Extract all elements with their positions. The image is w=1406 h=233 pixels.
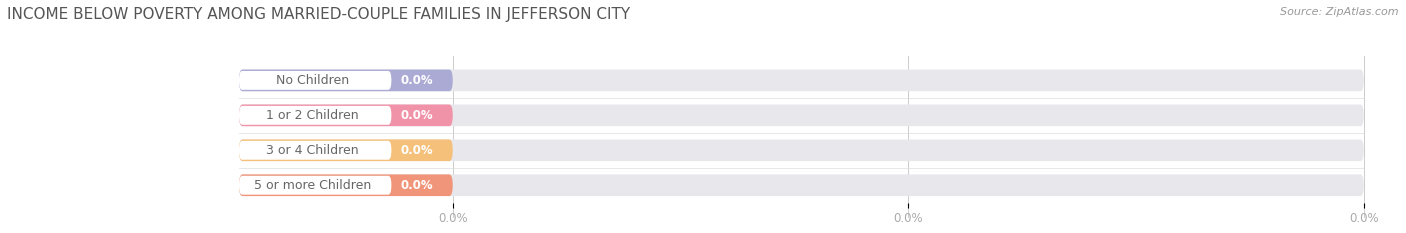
- FancyBboxPatch shape: [239, 69, 1364, 91]
- Text: 0.0%: 0.0%: [401, 74, 433, 87]
- FancyBboxPatch shape: [239, 139, 453, 161]
- FancyBboxPatch shape: [239, 174, 453, 196]
- FancyBboxPatch shape: [239, 104, 1364, 126]
- Text: 0.0%: 0.0%: [401, 109, 433, 122]
- Text: 5 or more Children: 5 or more Children: [253, 179, 371, 192]
- FancyBboxPatch shape: [239, 71, 391, 90]
- FancyBboxPatch shape: [239, 176, 391, 195]
- FancyBboxPatch shape: [239, 141, 391, 160]
- FancyBboxPatch shape: [239, 104, 453, 126]
- Text: 0.0%: 0.0%: [401, 144, 433, 157]
- FancyBboxPatch shape: [239, 174, 1364, 196]
- Text: INCOME BELOW POVERTY AMONG MARRIED-COUPLE FAMILIES IN JEFFERSON CITY: INCOME BELOW POVERTY AMONG MARRIED-COUPL…: [7, 7, 630, 22]
- FancyBboxPatch shape: [239, 69, 453, 91]
- FancyBboxPatch shape: [239, 106, 391, 125]
- FancyBboxPatch shape: [239, 139, 1364, 161]
- Text: 3 or 4 Children: 3 or 4 Children: [266, 144, 359, 157]
- Text: 1 or 2 Children: 1 or 2 Children: [266, 109, 359, 122]
- Text: No Children: No Children: [276, 74, 349, 87]
- Text: 0.0%: 0.0%: [401, 179, 433, 192]
- Text: Source: ZipAtlas.com: Source: ZipAtlas.com: [1281, 7, 1399, 17]
